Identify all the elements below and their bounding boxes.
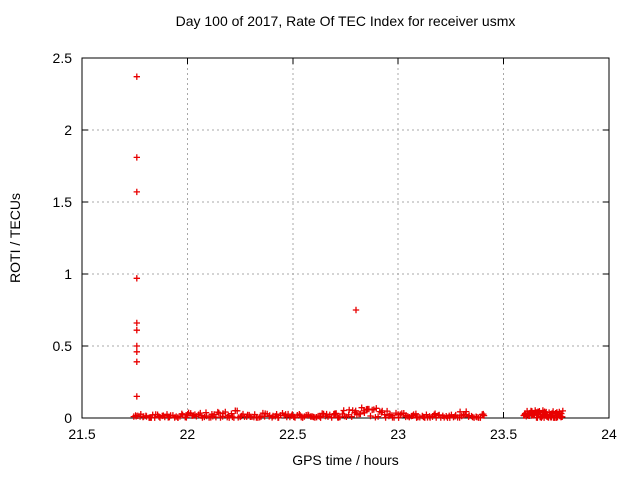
y-tick-label: 1	[64, 266, 72, 282]
y-tick-label: 0.5	[53, 338, 73, 354]
y-tick-label: 0	[64, 410, 72, 426]
x-tick-label: 22.5	[279, 426, 306, 442]
x-tick-label: 23	[390, 426, 406, 442]
x-tick-label: 21.5	[68, 426, 95, 442]
x-tick-label: 22	[180, 426, 196, 442]
x-axis-title: GPS time / hours	[292, 452, 399, 468]
chart-title: Day 100 of 2017, Rate Of TEC Index for r…	[175, 13, 516, 29]
x-tick-label: 24	[601, 426, 617, 442]
y-tick-label: 2	[64, 122, 72, 138]
data-points	[130, 73, 566, 421]
plot-border	[81, 57, 610, 419]
y-tick-label: 1.5	[53, 194, 73, 210]
x-tick-label: 23.5	[490, 426, 517, 442]
y-tick-label: 2.5	[53, 50, 73, 66]
